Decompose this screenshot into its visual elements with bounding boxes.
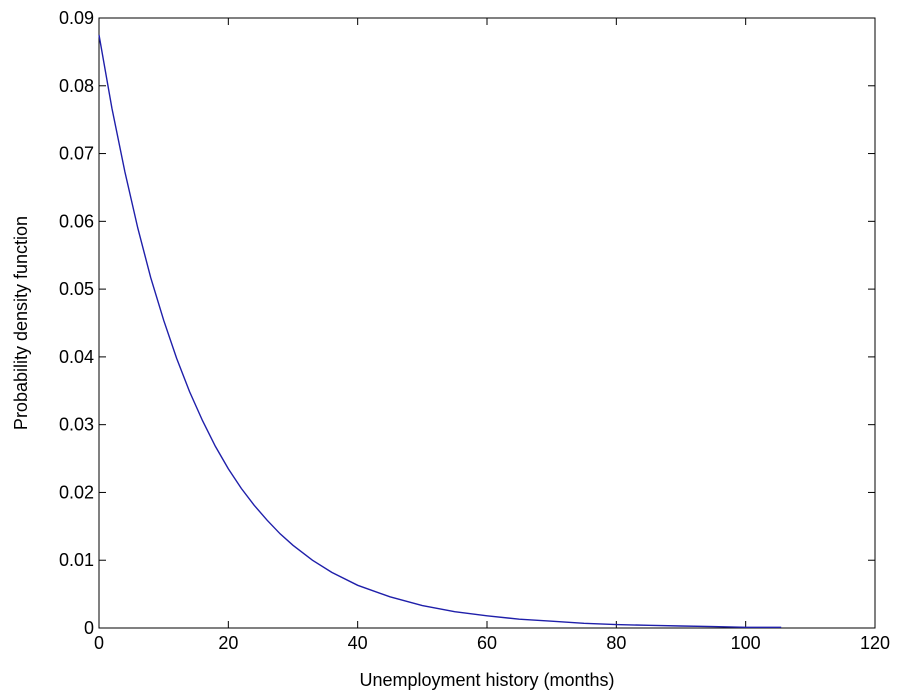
x-tick-label: 60 (477, 633, 497, 653)
x-tick-label: 40 (348, 633, 368, 653)
y-tick-label: 0.09 (59, 8, 94, 28)
x-axis: 0 20 40 60 80 100 120 (94, 18, 890, 653)
y-tick-label: 0 (84, 618, 94, 638)
series-line (98, 34, 782, 628)
y-tick-label: 0.05 (59, 279, 94, 299)
y-tick-label: 0.06 (59, 211, 94, 231)
x-axis-label: Unemployment history (months) (359, 670, 614, 690)
y-tick-label: 0.03 (59, 415, 94, 435)
x-tick-label: 20 (218, 633, 238, 653)
x-tick-label: 100 (731, 633, 761, 653)
x-tick-label: 120 (860, 633, 890, 653)
plot-area (98, 17, 876, 629)
y-tick-label: 0.04 (59, 347, 94, 367)
x-tick-label: 80 (606, 633, 626, 653)
y-axis-label: Probability density function (11, 216, 31, 430)
y-tick-label: 0.08 (59, 76, 94, 96)
x-tick-label: 0 (94, 633, 104, 653)
series-layer (98, 34, 782, 628)
y-tick-label: 0.02 (59, 482, 94, 502)
y-axis: 0 0.01 0.02 0.03 0.04 0.05 0.06 0.07 0.08 0.09 (59, 8, 875, 638)
y-tick-label: 0.01 (59, 550, 94, 570)
y-tick-label: 0.07 (59, 144, 94, 164)
